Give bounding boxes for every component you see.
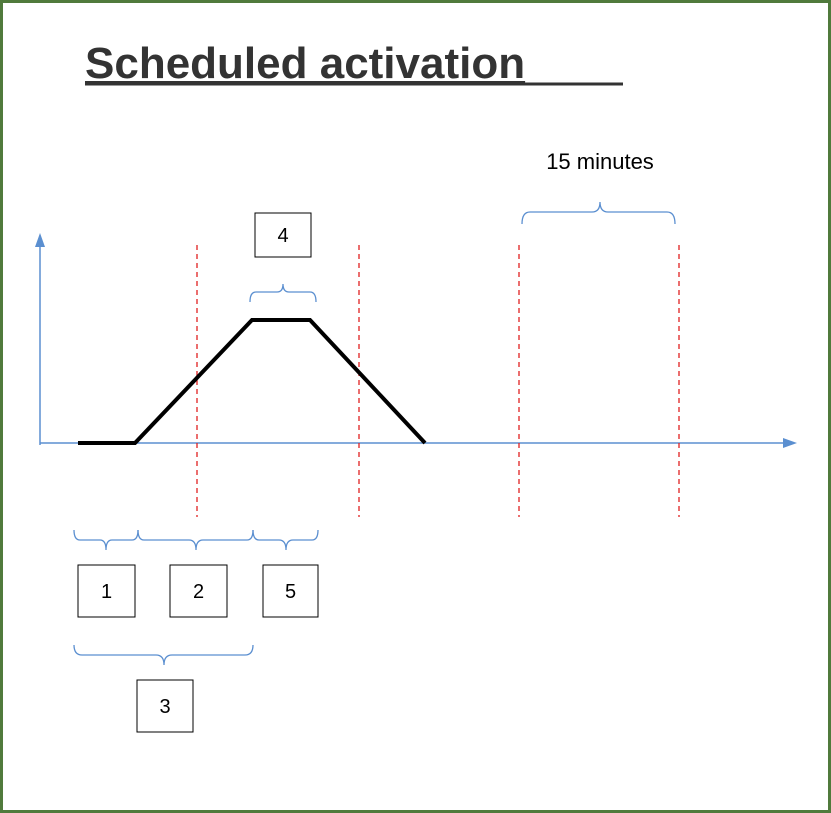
x-arrow: [783, 438, 797, 448]
box-label: 1: [101, 581, 112, 603]
box-label: 4: [277, 225, 288, 247]
braces: [73, 201, 676, 666]
box: 5: [262, 564, 319, 618]
box-label: 5: [285, 581, 296, 603]
duration-label: 15 minutes: [546, 149, 654, 174]
box: 2: [169, 564, 228, 618]
box: 3: [136, 679, 194, 733]
activation-profile: [78, 318, 427, 445]
box-label: 3: [159, 696, 170, 718]
axes: [39, 245, 785, 445]
interval-lines: [196, 245, 680, 517]
y-arrow: [35, 233, 45, 247]
box: 1: [77, 564, 136, 618]
title: Scheduled activation: [85, 39, 525, 88]
box-label: 2: [193, 581, 204, 603]
box: 4: [254, 212, 312, 258]
